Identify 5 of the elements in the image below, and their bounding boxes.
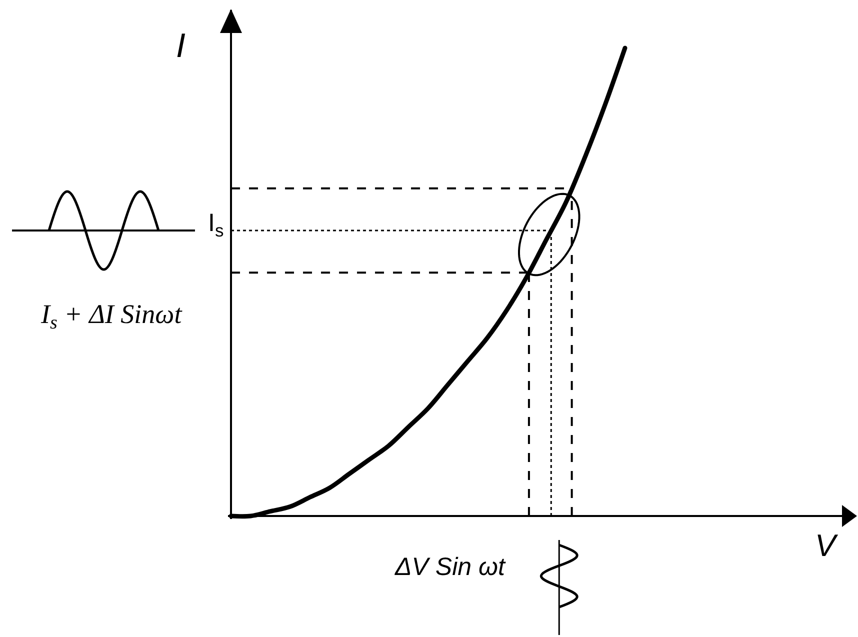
- y-axis-title: I: [176, 27, 186, 65]
- text: ΔV Sin ωt: [394, 553, 506, 581]
- text: I$_{s}$ + ΔI Sinωt: [40, 299, 184, 334]
- ref-line-label: I$_{s}$: [208, 209, 224, 240]
- text: V: [815, 528, 839, 563]
